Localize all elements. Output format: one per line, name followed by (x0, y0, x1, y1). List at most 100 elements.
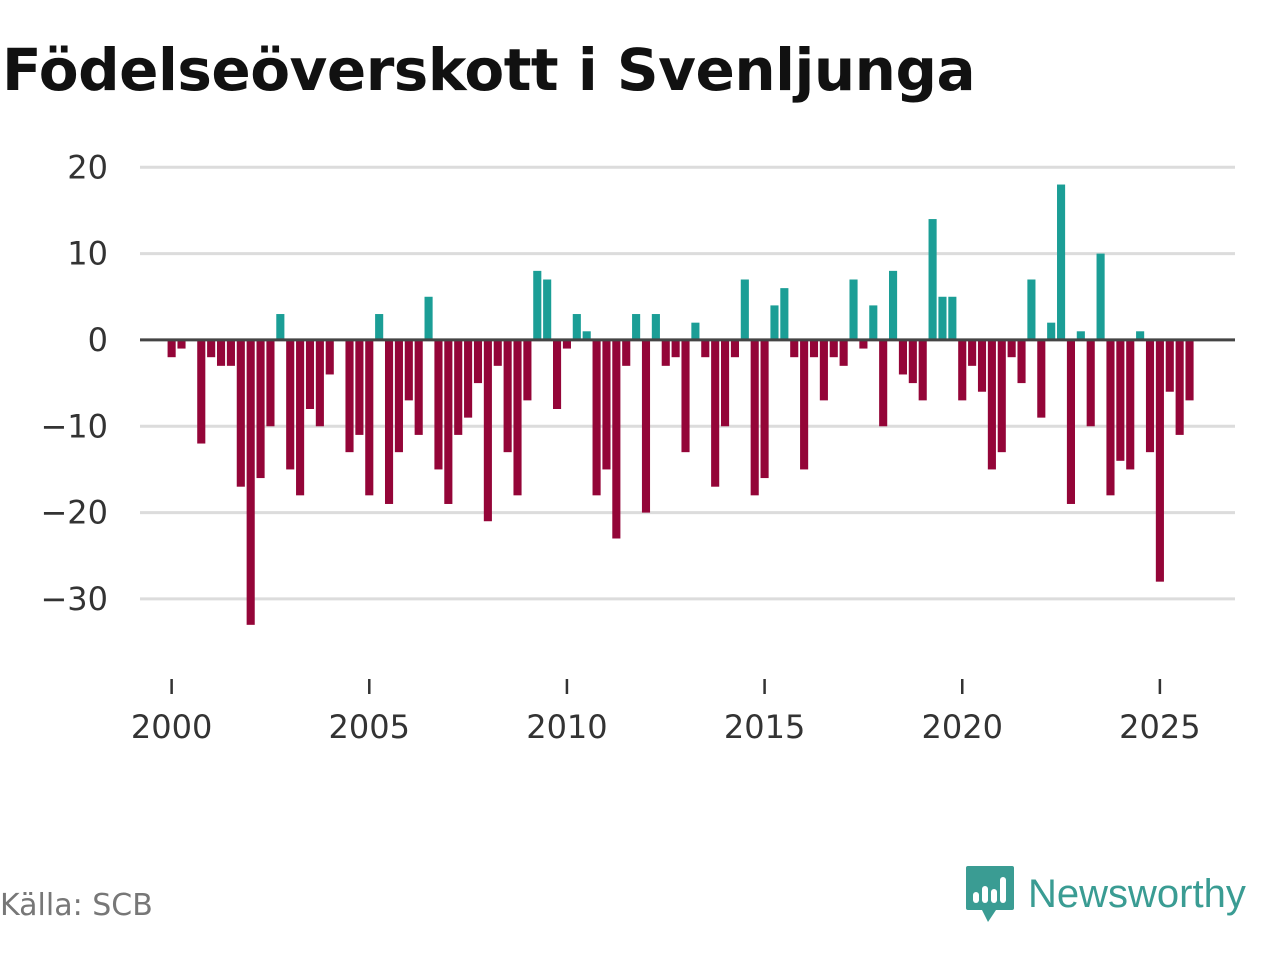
bar[interactable] (879, 339, 888, 427)
bar[interactable] (454, 339, 463, 435)
bar[interactable] (533, 270, 542, 340)
bar[interactable] (622, 339, 631, 366)
bar[interactable] (493, 339, 502, 366)
bar[interactable] (977, 339, 987, 392)
bar[interactable] (800, 339, 809, 470)
bar[interactable] (869, 305, 878, 340)
bar[interactable] (790, 339, 799, 358)
bar[interactable] (1145, 339, 1155, 453)
bar[interactable] (543, 279, 552, 340)
bar[interactable] (780, 288, 789, 340)
bar[interactable] (414, 339, 423, 435)
bar[interactable] (740, 279, 749, 340)
bar[interactable] (266, 339, 275, 427)
bar[interactable] (1047, 322, 1056, 340)
bar[interactable] (503, 339, 512, 453)
bar[interactable] (177, 339, 186, 349)
bar[interactable] (464, 339, 473, 418)
bar[interactable] (651, 314, 660, 340)
bar[interactable] (711, 339, 720, 487)
bar[interactable] (839, 339, 848, 366)
bar[interactable] (671, 339, 680, 358)
bar[interactable] (1076, 331, 1085, 340)
bar[interactable] (1086, 339, 1095, 427)
bar[interactable] (928, 219, 937, 340)
bar[interactable] (612, 339, 621, 539)
bar[interactable] (1017, 339, 1026, 384)
bar[interactable] (256, 339, 265, 479)
bar[interactable] (236, 339, 245, 487)
bar[interactable] (1057, 184, 1066, 340)
bar[interactable] (730, 339, 739, 358)
bar[interactable] (1155, 339, 1164, 582)
brand-logo[interactable]: Newsworthy (964, 864, 1246, 924)
bar[interactable] (434, 339, 443, 470)
bar[interactable] (394, 339, 403, 453)
bar[interactable] (750, 339, 759, 496)
bar[interactable] (523, 339, 532, 401)
bar[interactable] (987, 339, 996, 470)
bar[interactable] (1027, 279, 1036, 340)
bar[interactable] (296, 339, 305, 496)
bar[interactable] (632, 314, 641, 340)
bar[interactable] (345, 339, 354, 453)
bar[interactable] (444, 339, 453, 504)
bar[interactable] (592, 339, 601, 496)
bar[interactable] (483, 339, 492, 522)
bar[interactable] (691, 322, 700, 340)
bar[interactable] (1175, 339, 1184, 435)
bar[interactable] (721, 339, 730, 427)
bar[interactable] (276, 314, 285, 340)
bar[interactable] (513, 339, 522, 496)
bar[interactable] (701, 339, 710, 358)
bar[interactable] (809, 339, 819, 358)
bar[interactable] (1037, 339, 1046, 418)
bar[interactable] (1007, 339, 1016, 358)
bar[interactable] (968, 339, 977, 366)
bar[interactable] (216, 339, 226, 366)
bar[interactable] (641, 339, 651, 513)
bar[interactable] (889, 270, 898, 340)
bar[interactable] (305, 339, 315, 409)
bar[interactable] (365, 339, 374, 496)
bar[interactable] (908, 339, 917, 384)
bar[interactable] (938, 296, 947, 340)
bar[interactable] (1096, 253, 1105, 340)
bar[interactable] (1106, 339, 1115, 496)
bar[interactable] (602, 339, 611, 470)
bar[interactable] (562, 339, 571, 349)
bar[interactable] (207, 339, 216, 358)
bar[interactable] (1126, 339, 1135, 470)
bar[interactable] (167, 339, 176, 358)
bar[interactable] (552, 339, 562, 409)
bar[interactable] (246, 339, 255, 625)
bar[interactable] (829, 339, 838, 358)
bar[interactable] (958, 339, 967, 401)
bar[interactable] (197, 339, 206, 444)
bar[interactable] (661, 339, 670, 366)
bar[interactable] (582, 331, 591, 340)
bar[interactable] (404, 339, 413, 401)
bar[interactable] (681, 339, 690, 453)
bar[interactable] (325, 339, 334, 375)
bar[interactable] (819, 339, 828, 401)
bar[interactable] (384, 339, 394, 504)
bar[interactable] (1185, 339, 1194, 401)
bar[interactable] (1136, 331, 1145, 340)
bar[interactable] (849, 279, 858, 340)
bar[interactable] (859, 339, 868, 349)
bar[interactable] (770, 305, 779, 340)
bar[interactable] (424, 296, 433, 340)
bar[interactable] (898, 339, 907, 375)
bar[interactable] (1066, 339, 1075, 504)
bar[interactable] (286, 339, 295, 470)
bar[interactable] (948, 296, 957, 340)
bar[interactable] (918, 339, 927, 401)
bar[interactable] (375, 314, 384, 340)
bar[interactable] (1165, 339, 1174, 392)
bar[interactable] (760, 339, 769, 479)
bar[interactable] (997, 339, 1006, 453)
bar[interactable] (572, 314, 581, 340)
bar[interactable] (315, 339, 324, 427)
bar[interactable] (473, 339, 483, 384)
